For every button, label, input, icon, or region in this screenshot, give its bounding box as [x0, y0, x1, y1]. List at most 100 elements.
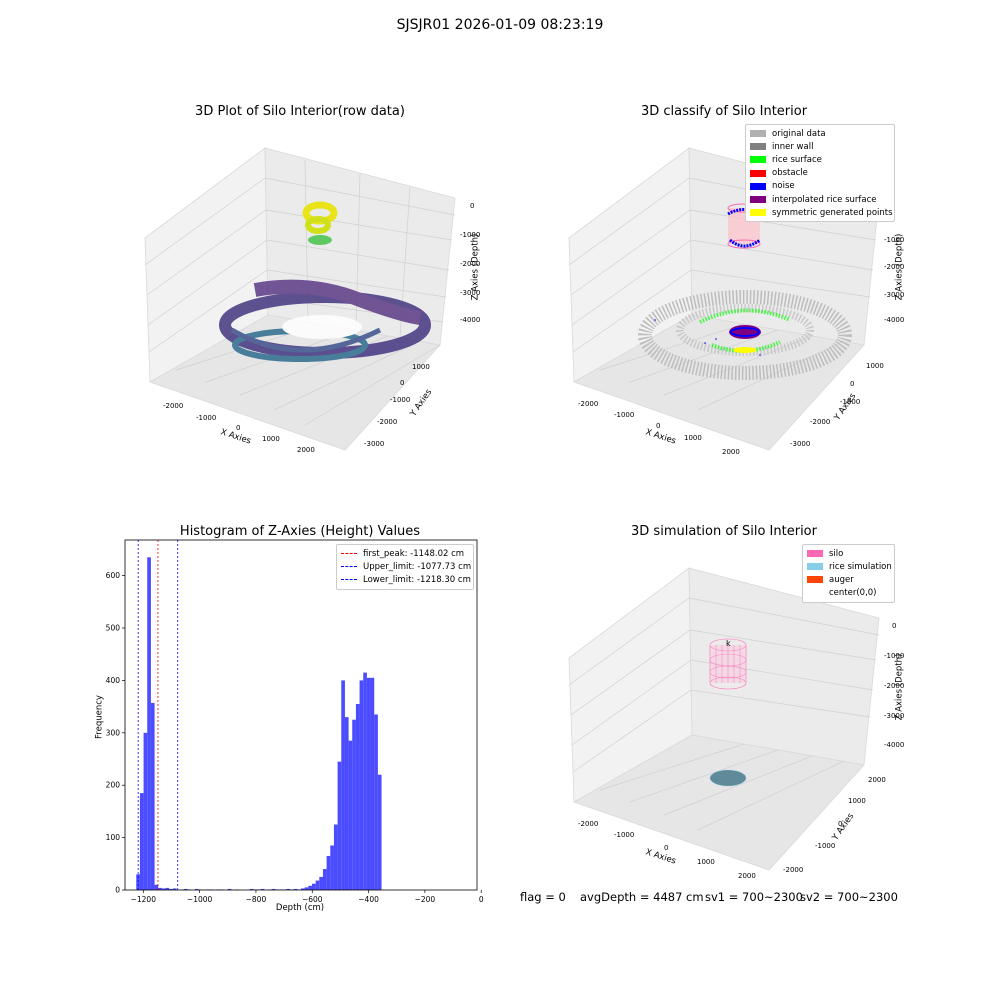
histogram-xtick-label: −1200	[131, 895, 157, 904]
plot4-legend-swatch	[807, 563, 823, 571]
histogram-bar	[304, 887, 309, 890]
histogram-bar	[352, 719, 356, 890]
plot2-legend-label: interpolated rice surface	[772, 194, 877, 205]
histogram-bar	[348, 740, 353, 890]
histogram-bar	[341, 680, 345, 890]
histogram-bar	[311, 883, 316, 890]
histogram-legend-item: Upper_limit: -1077.73 cm	[341, 560, 472, 573]
histogram-bar	[330, 845, 334, 890]
histogram-title: Histogram of Z-Axies (Height) Values	[179, 524, 421, 539]
histogram-ytick-label: 0	[115, 886, 120, 895]
footer-sv2: sv2 = 700~2300	[800, 890, 898, 904]
histogram-xtick-label: −1000	[187, 895, 213, 904]
histogram-bar	[337, 761, 342, 890]
plot2-legend-label: inner wall	[772, 141, 814, 152]
histogram-ytick-label: 300	[106, 728, 121, 737]
histogram-xlabel: Depth (cm)	[275, 903, 325, 913]
histogram-xtick-label: −400	[358, 895, 379, 904]
plot4-legend-item: silo	[807, 547, 890, 560]
histogram-bar	[366, 677, 371, 890]
histogram-frame	[124, 539, 478, 891]
histogram-bar	[136, 874, 140, 890]
histogram-bar	[377, 774, 382, 890]
footer-avg-depth: avgDepth = 4487 cm	[580, 890, 704, 904]
histogram-bar	[326, 855, 331, 890]
plot4-legend-label: auger	[829, 574, 854, 585]
histogram-bar	[286, 888, 291, 890]
plot4-legend-swatch	[807, 550, 823, 558]
plot2-legend-item: inner wall	[750, 140, 890, 153]
plot2-legend-label: noise	[772, 181, 795, 192]
histogram-ytick-label: 100	[106, 833, 121, 842]
plot1-title: 3D Plot of Silo Interior(row data)	[195, 104, 405, 119]
plot2-title: 3D classify of Silo Interior	[640, 104, 808, 119]
plot2-legend-item: rice surface	[750, 153, 890, 166]
plot2-legend-item: original data	[750, 127, 890, 140]
plot4-legend: silo rice simulation auger center(0,0)	[802, 544, 895, 603]
plot2-legend-swatch	[750, 196, 766, 204]
plot4-zlabel: Z Axies (Depth)	[894, 653, 905, 721]
histogram-xtick-label: 0	[479, 895, 484, 904]
histogram-bar	[374, 714, 378, 890]
histogram-bar	[172, 888, 177, 890]
plot2-legend-item: noise	[750, 180, 890, 193]
plot2-legend-label: obstacle	[772, 168, 808, 179]
histogram-ytick-label: 400	[106, 676, 121, 685]
histogram-bar	[370, 677, 375, 890]
histogram-bar	[308, 885, 312, 890]
histogram-bar	[333, 824, 338, 890]
histogram-bar	[158, 887, 162, 890]
footer-sv1: sv1 = 700~2300	[705, 890, 803, 904]
plot2-legend: original data inner wall rice surface obsta…	[745, 124, 895, 223]
histogram-bar	[147, 557, 151, 890]
plot4-legend-item: center(0,0)	[807, 587, 890, 600]
histogram-xtick-label: −800	[246, 895, 267, 904]
plot2-legend-swatch	[750, 169, 766, 177]
histogram-ytick-label: 200	[106, 781, 121, 790]
histogram-legend-item: first_peak: -1148.02 cm	[341, 547, 469, 560]
histogram-bar	[143, 732, 148, 890]
histogram-legend-line	[341, 566, 357, 568]
histogram-bar	[271, 888, 276, 890]
histogram-bar	[169, 888, 173, 890]
histogram-bar	[359, 680, 364, 890]
histogram-bar	[319, 876, 323, 890]
histogram-bar	[150, 702, 155, 890]
figure-suptitle: SJSJR01 2026-01-09 08:23:19	[396, 17, 604, 33]
histogram-legend-label: Upper_limit: -1077.73 cm	[363, 561, 472, 572]
histogram-bar	[293, 888, 298, 890]
plot2-legend-label: original data	[772, 128, 826, 139]
histogram-legend: first_peak: -1148.02 cm Upper_limit: -107…	[336, 544, 474, 590]
plot2-legend-item: interpolated rice surface	[750, 193, 890, 206]
histogram-bar	[249, 888, 254, 890]
histogram-ytick-label: 500	[106, 624, 121, 633]
plot2-legend-swatch	[750, 209, 766, 217]
plot2-legend-label: rice surface	[772, 154, 822, 165]
histogram-bar	[344, 717, 349, 890]
histogram-bar	[165, 887, 170, 890]
plot2-legend-label: symmetric generated points	[772, 207, 893, 218]
histogram-legend-item: Lower_limit: -1218.30 cm	[341, 573, 471, 586]
plot4-legend-label: silo	[829, 548, 844, 559]
histogram-bar	[355, 703, 360, 890]
histogram-bar	[194, 888, 199, 890]
histogram-bar	[301, 888, 305, 890]
plot4-title: 3D simulation of Silo Interior	[631, 524, 817, 539]
plot2-legend-swatch	[750, 182, 766, 190]
histogram-bar	[322, 869, 327, 890]
histogram-bar	[260, 888, 265, 890]
footer-flag: flag = 0	[520, 890, 566, 904]
histogram-ytick-label: 600	[106, 571, 121, 580]
histogram-legend-label: Lower_limit: -1218.30 cm	[363, 574, 471, 585]
histogram-bar	[363, 672, 367, 890]
histogram-bar	[183, 888, 188, 890]
histogram-bar	[154, 884, 159, 890]
plot2-legend-swatch	[750, 143, 766, 151]
plot2-legend-swatch	[750, 130, 766, 138]
plot4-legend-item: auger	[807, 573, 890, 586]
plot2-legend-item: symmetric generated points	[750, 206, 893, 219]
plot4-legend-swatch	[807, 590, 823, 597]
plot2-legend-swatch	[750, 156, 766, 164]
histogram-ylabel: Frequency	[94, 695, 105, 739]
